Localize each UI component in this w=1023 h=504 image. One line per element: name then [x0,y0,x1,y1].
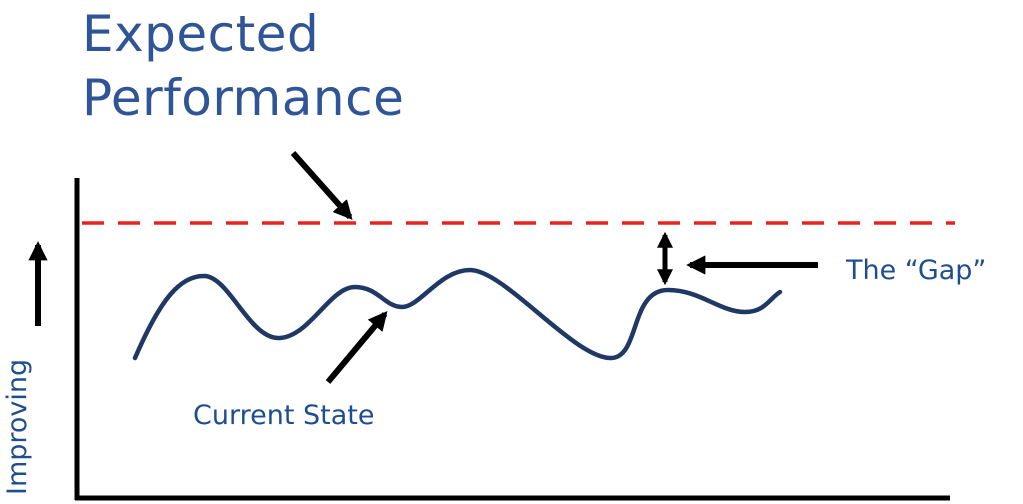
current-state-curve [132,267,783,361]
expected-line-pointer-arrow [290,151,353,220]
expected-performance-title: Expected Performance [82,2,404,130]
current-state-pointer-arrow [325,311,388,384]
y-axis-label: Improving [2,358,33,495]
gap-label: The “Gap” [846,255,987,286]
current-state-label: Current State [193,400,375,431]
title-line-2: Performance [82,69,405,127]
title-line-1: Expected [82,5,320,63]
